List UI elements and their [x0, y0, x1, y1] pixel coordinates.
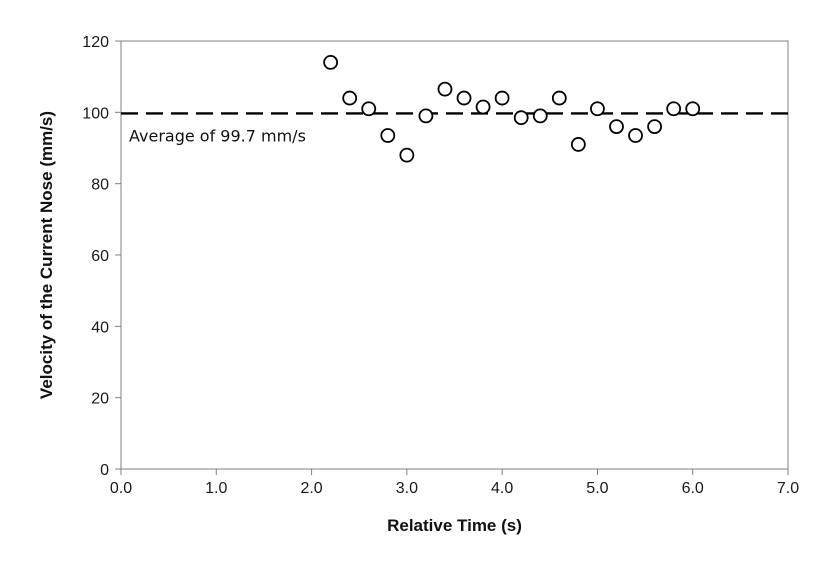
data-point [494, 90, 510, 106]
y-tick-label: 100 [82, 105, 109, 122]
data-point [551, 90, 567, 106]
data-point [342, 90, 358, 106]
data-point [475, 99, 491, 115]
y-tick-label: 40 [91, 319, 109, 336]
average-annotation: Average of 99.7 mm/s [129, 126, 306, 145]
data-point [570, 137, 586, 152]
data-point [361, 101, 377, 117]
x-tick-label: 0.0 [110, 480, 132, 497]
data-point [628, 128, 643, 143]
data-point [456, 90, 472, 106]
data-point [647, 119, 662, 134]
data-point [666, 101, 682, 117]
data-point [437, 81, 453, 97]
data-points [323, 55, 701, 163]
x-tick-label: 1.0 [205, 480, 227, 497]
y-tick-label: 60 [91, 248, 109, 265]
y-tick-label: 20 [91, 391, 109, 408]
x-tick-label: 4.0 [491, 480, 513, 497]
average-reference: Average of 99.7 mm/s [121, 112, 788, 145]
y-axis: 0 20 40 60 80 100 120 [82, 34, 121, 479]
y-tick-label: 120 [82, 34, 109, 51]
x-tick-label: 2.0 [300, 480, 322, 497]
data-point [513, 110, 529, 126]
x-axis: 0.0 1.0 2.0 3.0 4.0 5.0 6.0 7.0 [110, 469, 799, 497]
data-point [532, 108, 548, 124]
data-point [418, 108, 434, 124]
data-point [590, 101, 605, 117]
data-point [323, 55, 339, 70]
data-point [399, 147, 415, 163]
x-tick-label: 3.0 [396, 480, 418, 497]
y-tick-label: 80 [91, 177, 109, 194]
y-tick-label: 0 [100, 462, 109, 479]
x-tick-label: 5.0 [586, 480, 608, 497]
data-point [685, 101, 701, 117]
data-point [380, 128, 396, 143]
x-tick-label: 6.0 [682, 480, 704, 497]
x-axis-title: Relative Time (s) [387, 516, 522, 535]
data-point [609, 119, 624, 134]
x-tick-label: 7.0 [777, 480, 799, 497]
y-axis-title: Velocity of the Current Nose (mm/s) [37, 111, 56, 399]
